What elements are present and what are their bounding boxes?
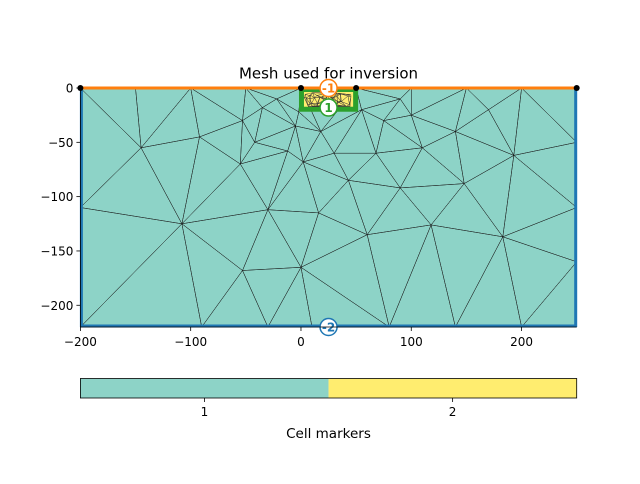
x-tick-label: −100: [174, 335, 207, 349]
colorbar-cell: [80, 379, 328, 399]
colorbar-cells: [80, 379, 576, 399]
y-tick-label: −50: [48, 136, 73, 150]
x-tick-label: −200: [64, 335, 97, 349]
surface-node: [353, 85, 359, 91]
y-tick-label: 0: [66, 82, 74, 96]
surface-node: [298, 85, 304, 91]
x-tick-label: 100: [400, 335, 423, 349]
boundary-marker-label: 1: [324, 101, 332, 115]
y-axis: 0 −50 −100 −150 −200: [40, 82, 80, 328]
surface-node: [574, 85, 580, 91]
boundary-marker: -1: [320, 80, 337, 97]
colorbar-tick-label: 2: [449, 405, 457, 419]
boundary-marker: 1: [320, 99, 337, 116]
boundary-marker-label: -1: [322, 82, 335, 96]
mesh-plot: -1 1 -2 −200 −100 0 100 200 0 −50 −100 −150 −200: [40, 80, 579, 350]
x-tick-label: 200: [510, 335, 533, 349]
x-tick-label: 0: [297, 335, 305, 349]
y-tick-label: −200: [40, 299, 73, 313]
colorbar-tick-label: 1: [201, 405, 209, 419]
y-tick-label: −100: [40, 190, 73, 204]
boundary-marker-label: -2: [322, 321, 335, 335]
colorbar-label: Cell markers: [286, 426, 371, 442]
y-tick-label: −150: [40, 244, 73, 258]
mesh-background: [80, 88, 576, 327]
colorbar-cell: [329, 379, 577, 399]
